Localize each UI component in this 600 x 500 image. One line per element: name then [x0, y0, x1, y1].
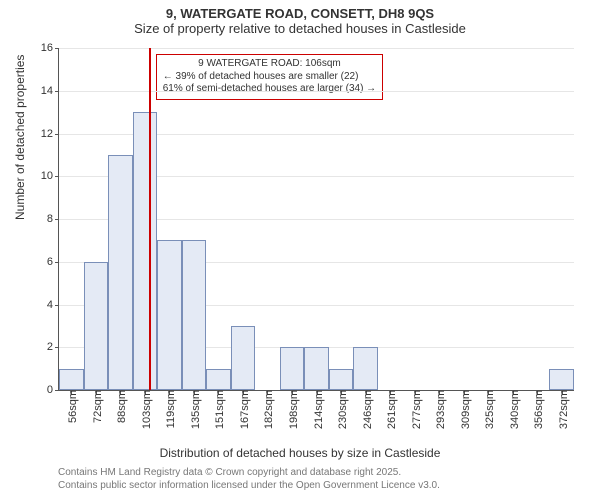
- histogram-bar: [206, 369, 231, 390]
- footer-attribution: Contains HM Land Registry data © Crown c…: [58, 466, 440, 492]
- annotation-line1: 9 WATERGATE ROAD: 106sqm: [163, 58, 376, 71]
- xtick-label: 135sqm: [186, 390, 202, 429]
- ytick-mark: [55, 219, 59, 220]
- histogram-bar: [231, 326, 256, 390]
- histogram-bar: [280, 347, 305, 390]
- xtick-label: 72sqm: [88, 390, 104, 423]
- annotation-line2: ← 39% of detached houses are smaller (22…: [163, 71, 376, 84]
- histogram-bar: [157, 240, 182, 390]
- ytick-mark: [55, 134, 59, 135]
- xtick-label: 103sqm: [137, 390, 153, 429]
- xtick-label: 151sqm: [210, 390, 226, 429]
- xtick-label: 277sqm: [407, 390, 423, 429]
- histogram-bar: [133, 112, 158, 390]
- marker-annotation: 9 WATERGATE ROAD: 106sqm ← 39% of detach…: [156, 54, 383, 100]
- ytick-mark: [55, 262, 59, 263]
- footer-line2: Contains public sector information licen…: [58, 479, 440, 492]
- xtick-label: 214sqm: [309, 390, 325, 429]
- histogram-bar: [108, 155, 133, 390]
- xtick-label: 340sqm: [505, 390, 521, 429]
- xtick-label: 261sqm: [382, 390, 398, 429]
- y-axis-label: Number of detached properties: [13, 55, 27, 220]
- marker-line: [149, 48, 151, 390]
- xtick-label: 356sqm: [529, 390, 545, 429]
- xtick-label: 198sqm: [284, 390, 300, 429]
- xtick-label: 309sqm: [456, 390, 472, 429]
- x-axis-label: Distribution of detached houses by size …: [0, 446, 600, 460]
- ytick-mark: [55, 305, 59, 306]
- histogram-bar: [182, 240, 207, 390]
- ytick-mark: [55, 48, 59, 49]
- xtick-label: 167sqm: [235, 390, 251, 429]
- page-title: 9, WATERGATE ROAD, CONSETT, DH8 9QS: [0, 0, 600, 21]
- chart-plot-area: 9 WATERGATE ROAD: 106sqm ← 39% of detach…: [58, 48, 574, 391]
- xtick-label: 372sqm: [554, 390, 570, 429]
- ytick-mark: [55, 176, 59, 177]
- ytick-mark: [55, 390, 59, 391]
- chart-container: 9, WATERGATE ROAD, CONSETT, DH8 9QS Size…: [0, 0, 600, 500]
- histogram-bar: [549, 369, 574, 390]
- xtick-label: 325sqm: [480, 390, 496, 429]
- ytick-mark: [55, 91, 59, 92]
- gridline: [59, 91, 574, 92]
- histogram-bar: [329, 369, 354, 390]
- xtick-label: 88sqm: [112, 390, 128, 423]
- annotation-line3: 61% of semi-detached houses are larger (…: [163, 83, 376, 96]
- xtick-label: 182sqm: [259, 390, 275, 429]
- xtick-label: 230sqm: [333, 390, 349, 429]
- footer-line1: Contains HM Land Registry data © Crown c…: [58, 466, 440, 479]
- page-subtitle: Size of property relative to detached ho…: [0, 21, 600, 40]
- xtick-label: 293sqm: [431, 390, 447, 429]
- histogram-bar: [59, 369, 84, 390]
- gridline: [59, 48, 574, 49]
- histogram-bar: [304, 347, 329, 390]
- xtick-label: 56sqm: [63, 390, 79, 423]
- histogram-bar: [353, 347, 378, 390]
- xtick-label: 119sqm: [161, 390, 177, 428]
- ytick-mark: [55, 347, 59, 348]
- histogram-bar: [84, 262, 109, 390]
- xtick-label: 246sqm: [358, 390, 374, 429]
